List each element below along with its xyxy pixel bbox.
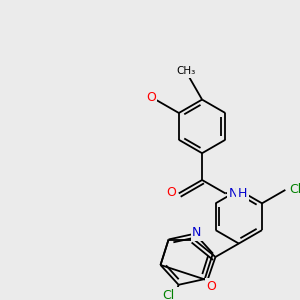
Text: CH₃: CH₃ — [176, 67, 195, 76]
Text: Cl: Cl — [162, 289, 174, 300]
Text: Cl: Cl — [289, 183, 300, 196]
Text: O: O — [146, 91, 156, 104]
Text: H: H — [238, 187, 247, 200]
Text: N: N — [228, 187, 238, 200]
Text: N: N — [192, 226, 202, 239]
Text: O: O — [166, 186, 176, 199]
Text: O: O — [206, 280, 216, 292]
